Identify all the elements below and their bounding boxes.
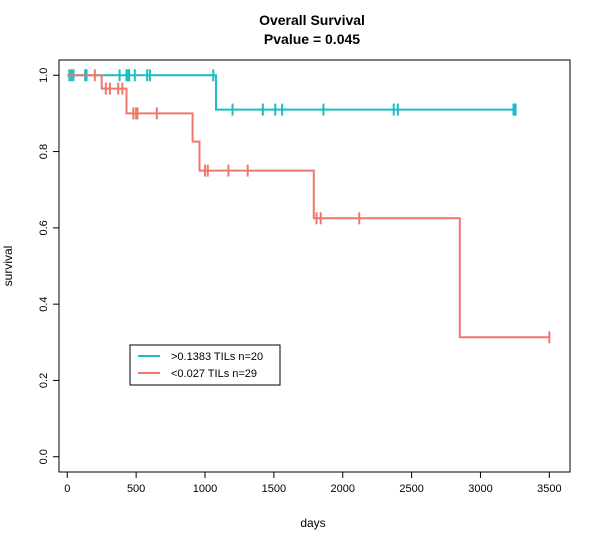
legend: >0.1383 TILs n=20 <0.027 TILs n=29 [129,344,281,386]
x-tick-label: 3000 [468,483,492,495]
y-tick-label: 0.4 [38,296,50,311]
x-tick-label: 3500 [537,483,561,495]
x-tick-label: 2500 [399,483,423,495]
x-tick-label: 500 [127,483,145,495]
y-tick-label: 0.6 [38,220,50,235]
x-tick-label: 0 [64,483,70,495]
series-2 [67,69,551,344]
legend-label: >0.1383 TILs n=20 [171,351,263,363]
x-tick-label: 1500 [262,483,286,495]
series-layer [67,69,551,344]
y-axis-label: survival [1,246,15,287]
x-tick-label: 1000 [193,483,217,495]
x-axis-label: days [300,516,325,530]
series-line-2 [67,74,550,339]
y-tick-label: 0.8 [38,144,50,159]
legend-box [129,344,281,386]
legend-label: <0.027 TILs n=29 [171,368,257,380]
y-tick-label: 0.2 [38,373,50,388]
y-tick-label: 0.0 [38,449,50,464]
x-tick-label: 2000 [330,483,354,495]
y-axis: 0.0 0.2 0.4 0.6 0.8 1.0 [38,68,60,464]
x-axis: 0 500 1000 1500 2000 2500 3000 3500 [64,471,562,495]
chart-subtitle: Pvalue = 0.045 [264,31,360,47]
series-line-1 [67,74,515,111]
y-tick-label: 1.0 [38,68,50,83]
plot-frame [58,59,571,473]
series-1 [67,69,517,116]
chart-title: Overall Survival [259,12,365,28]
